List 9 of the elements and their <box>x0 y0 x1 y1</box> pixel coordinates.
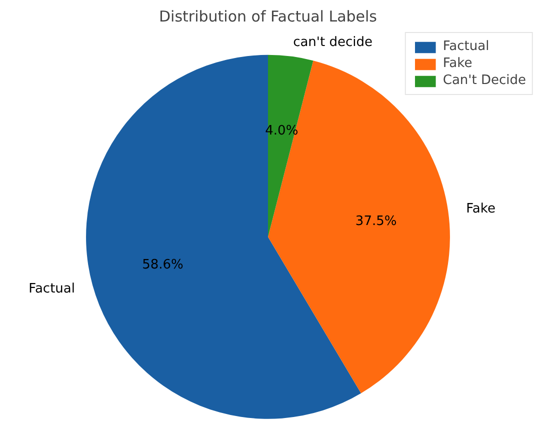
data-label: 37.5% <box>355 214 397 230</box>
legend-label: Factual <box>442 39 490 54</box>
slice-label: Fake <box>466 202 496 217</box>
legend-label: Can't Decide <box>442 73 526 88</box>
text: can't decide <box>293 35 372 50</box>
legend-label: Fake <box>442 56 472 71</box>
slice-label: Factual <box>28 281 75 296</box>
chart-title: Distribution of Factual Labels <box>159 8 378 26</box>
data-label: 58.6% <box>142 258 184 273</box>
